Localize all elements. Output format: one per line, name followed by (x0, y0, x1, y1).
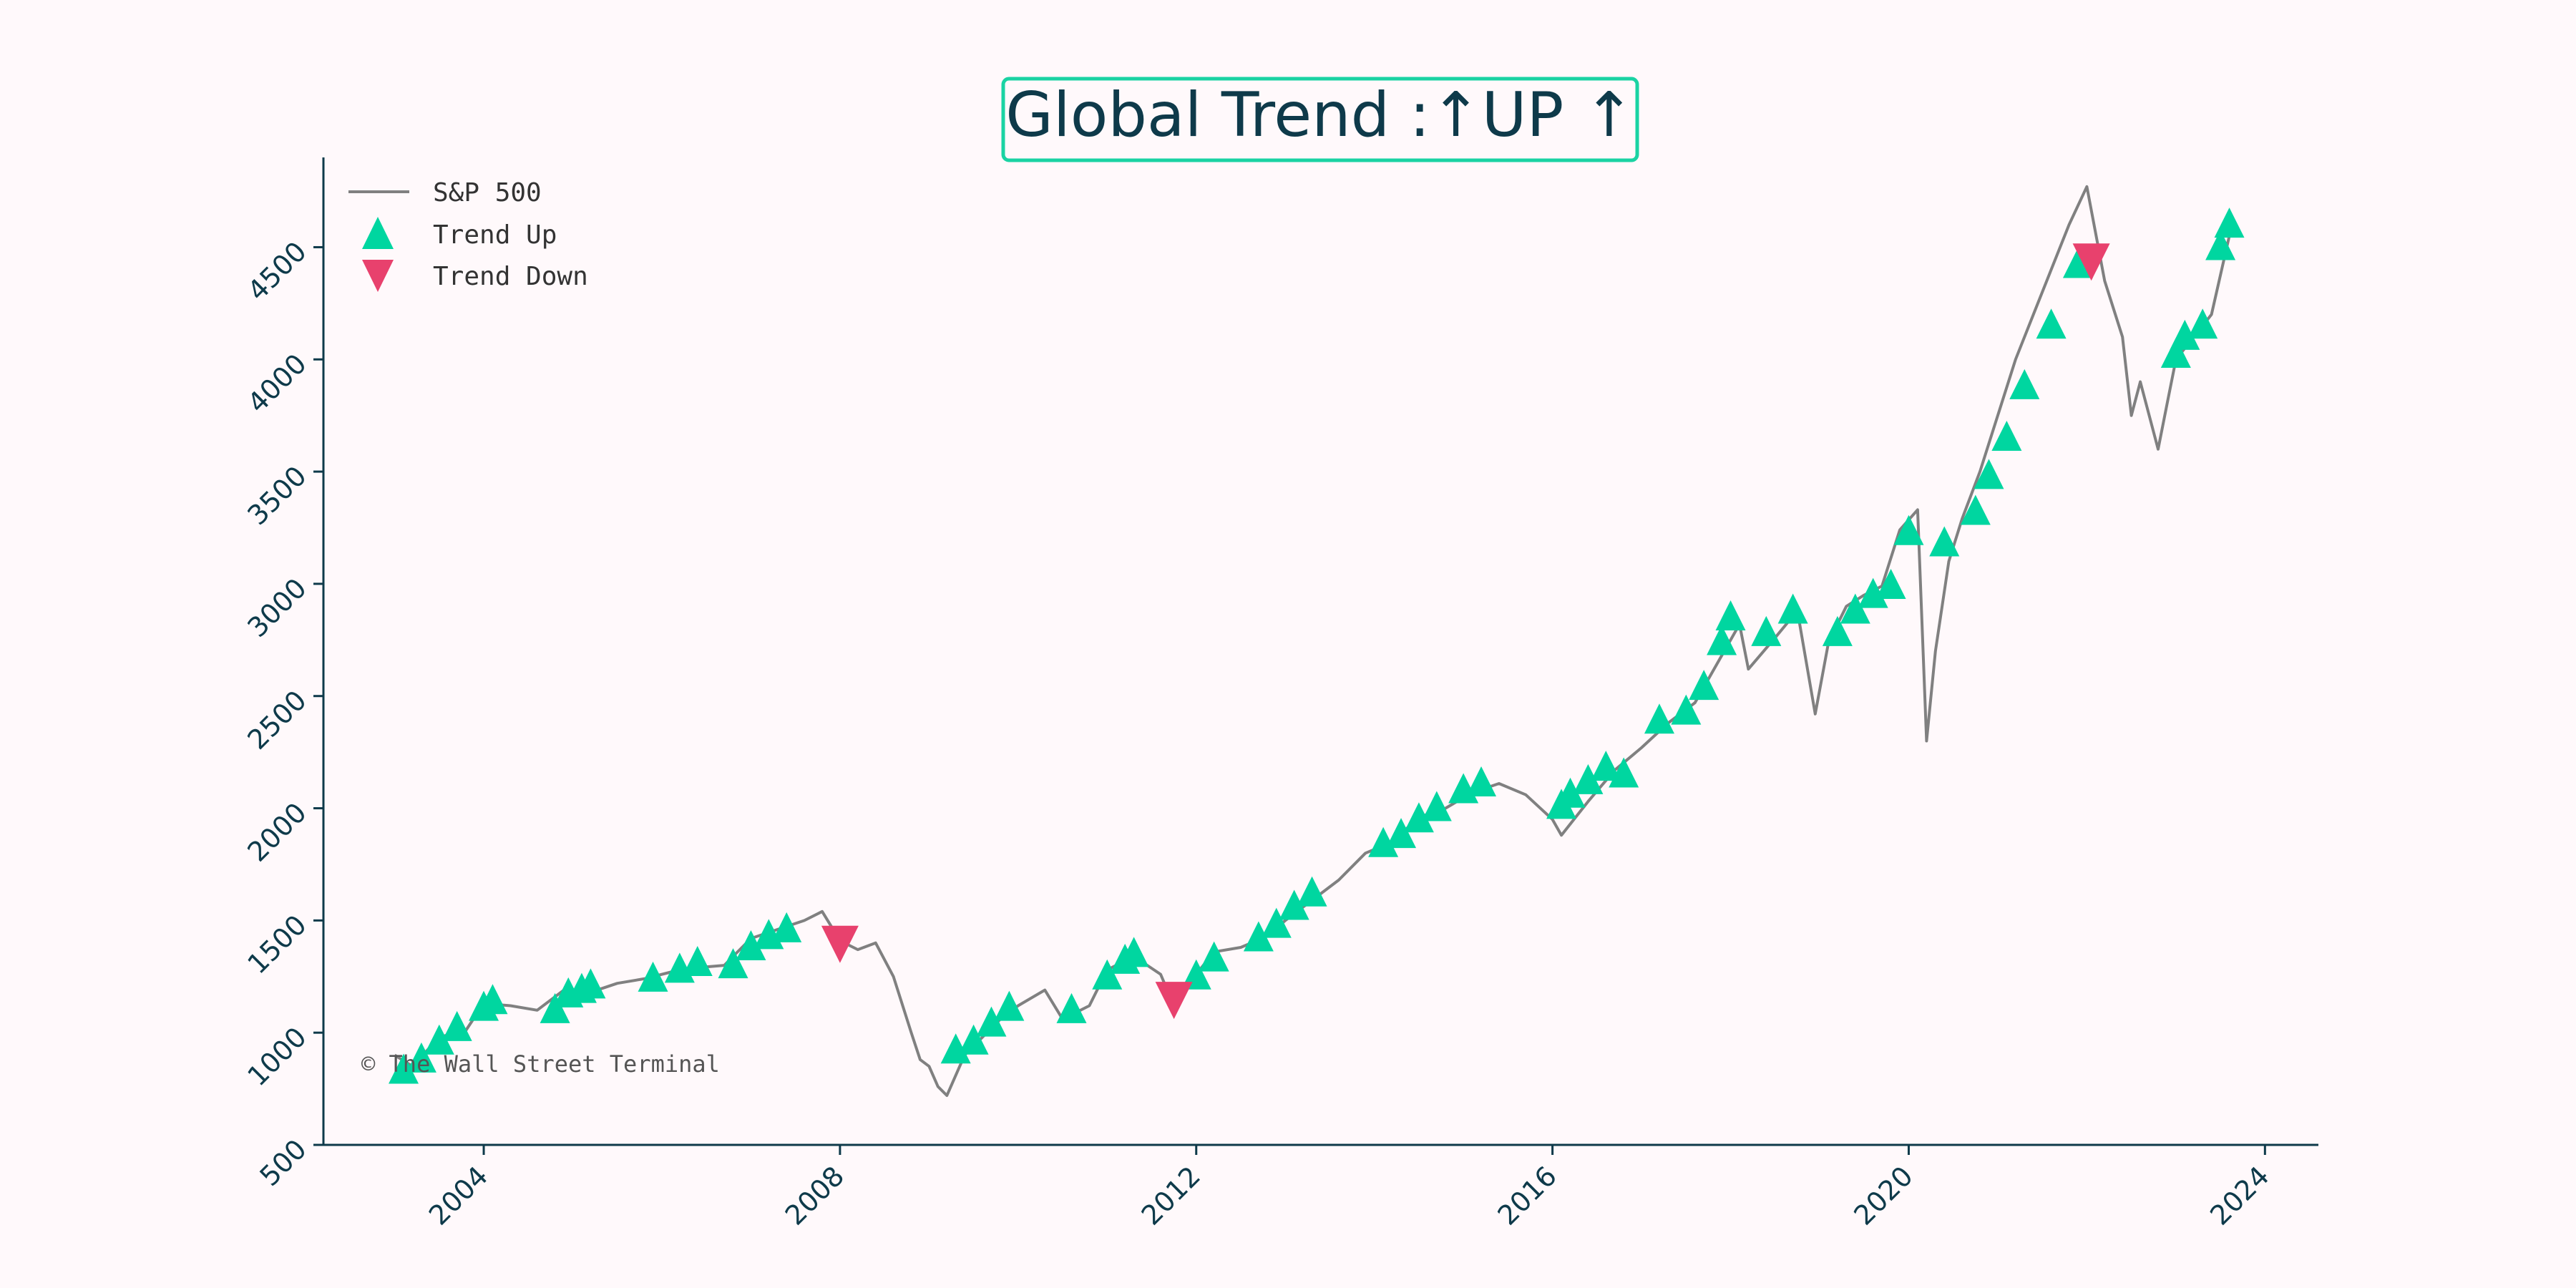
trend-up-marker (1056, 992, 1087, 1023)
y-tick-label: 2000 (241, 796, 313, 868)
trend-up-marker (1386, 818, 1417, 849)
x-tick-label: 2020 (1848, 1160, 1919, 1231)
trend-up-marker (406, 1042, 436, 1073)
chart-title-group: Global Trend :↑UP ↑ (1001, 77, 1639, 162)
credit-annotation: © The Wall Street Terminal (361, 1050, 720, 1078)
x-tick-label: 2016 (1491, 1160, 1563, 1231)
trend-up-marker (1092, 959, 1123, 990)
trend-up-marker (575, 968, 606, 999)
trend-up-marker (1573, 763, 1604, 794)
trend-up-marker (2009, 369, 2040, 399)
line-layer (394, 185, 2231, 1097)
legend-up-swatch (362, 217, 394, 249)
trend-up-marker (441, 1010, 472, 1041)
legend-down-swatch (362, 260, 394, 292)
trend-up-marker (1893, 514, 1924, 545)
trend-up-marker (1466, 766, 1497, 797)
trend-up-marker (1840, 593, 1870, 624)
trend-up-marker (1822, 615, 1853, 646)
trend-up-marker (389, 1053, 419, 1084)
trend-down-marker (821, 925, 859, 963)
y-tick-label: 2500 (241, 684, 313, 756)
trend-up-marker (2170, 319, 2200, 350)
trend-up-marker (1974, 459, 2004, 489)
y-tick-label: 3500 (241, 460, 313, 532)
trend-down-marker (1155, 982, 1193, 1020)
trend-up-marker (976, 1006, 1007, 1037)
trend-up-marker (682, 945, 713, 976)
trend-up-marker (2036, 308, 2067, 339)
trend-up-marker (1929, 526, 1960, 557)
y-tick-label: 4000 (241, 348, 313, 419)
trend-up-marker (424, 1024, 454, 1055)
trend-up-marker (1297, 876, 1327, 907)
y-tick-label: 1500 (241, 909, 313, 980)
trend-up-marker (1555, 777, 1586, 808)
trend-up-marker (1751, 615, 1782, 646)
trend-up-marker (1403, 802, 1434, 833)
trend-up-marker (1261, 907, 1292, 938)
trend-up-marker (2062, 248, 2093, 278)
trend-up-marker (771, 912, 802, 942)
trend-up-marker (1421, 791, 1452, 821)
trend-up-marker (1243, 921, 1274, 952)
trend-down-marker (2072, 243, 2110, 281)
trend-up-marker (2214, 208, 2245, 238)
trend-up-marker (638, 961, 668, 992)
trend-up-marker (1279, 889, 1309, 920)
trend-up-markers (389, 208, 2245, 1084)
y-tick-label: 500 (253, 1133, 312, 1192)
x-tick-label: 2012 (1136, 1160, 1207, 1231)
trend-up-marker (1707, 625, 1737, 655)
trend-up-marker (1858, 577, 1888, 608)
trend-up-marker (718, 948, 748, 979)
trend-down-markers (821, 243, 2110, 1020)
legend: S&P 500 Trend Up Trend Down (348, 178, 588, 292)
y-tick-label: 4500 (241, 235, 313, 307)
trend-up-marker (2187, 308, 2218, 339)
trend-up-marker (1118, 937, 1149, 967)
y-tick-label: 3000 (241, 572, 313, 644)
trend-up-marker (994, 990, 1025, 1021)
trend-up-marker (1199, 941, 1229, 972)
trend-up-marker (1609, 757, 1639, 788)
trend-up-marker (736, 930, 766, 960)
trend-up-marker (958, 1024, 989, 1055)
trend-up-marker (1991, 421, 2022, 452)
trend-up-marker (1689, 670, 1719, 701)
chart-title: Global Trend :↑UP ↑ (1005, 79, 1635, 151)
trend-up-marker (1591, 751, 1621, 781)
trend-up-marker (1644, 703, 1674, 734)
trend-up-marker (1960, 494, 1991, 525)
trend-up-marker (1875, 569, 1906, 600)
trend-up-marker (2160, 338, 2191, 368)
x-tick-label: 2024 (2204, 1160, 2275, 1231)
trend-up-marker (2205, 230, 2236, 260)
x-tick-label: 2008 (779, 1160, 851, 1231)
legend-label-trend-down: Trend Down (433, 262, 588, 291)
trend-up-marker (477, 984, 508, 1015)
sp500-line (394, 185, 2231, 1097)
trend-up-marker (1777, 593, 1808, 624)
trend-up-marker (540, 992, 570, 1023)
trend-up-marker (1715, 600, 1746, 630)
legend-label-sp500: S&P 500 (433, 178, 542, 208)
trend-up-marker (1671, 694, 1702, 725)
legend-label-trend-up: Trend Up (433, 220, 557, 250)
y-tick-label: 1000 (241, 1021, 313, 1093)
x-tick-label: 2004 (423, 1160, 494, 1231)
trend-up-marker (940, 1033, 971, 1064)
chart-title-box (1001, 77, 1639, 162)
trend-up-marker (1368, 826, 1399, 857)
